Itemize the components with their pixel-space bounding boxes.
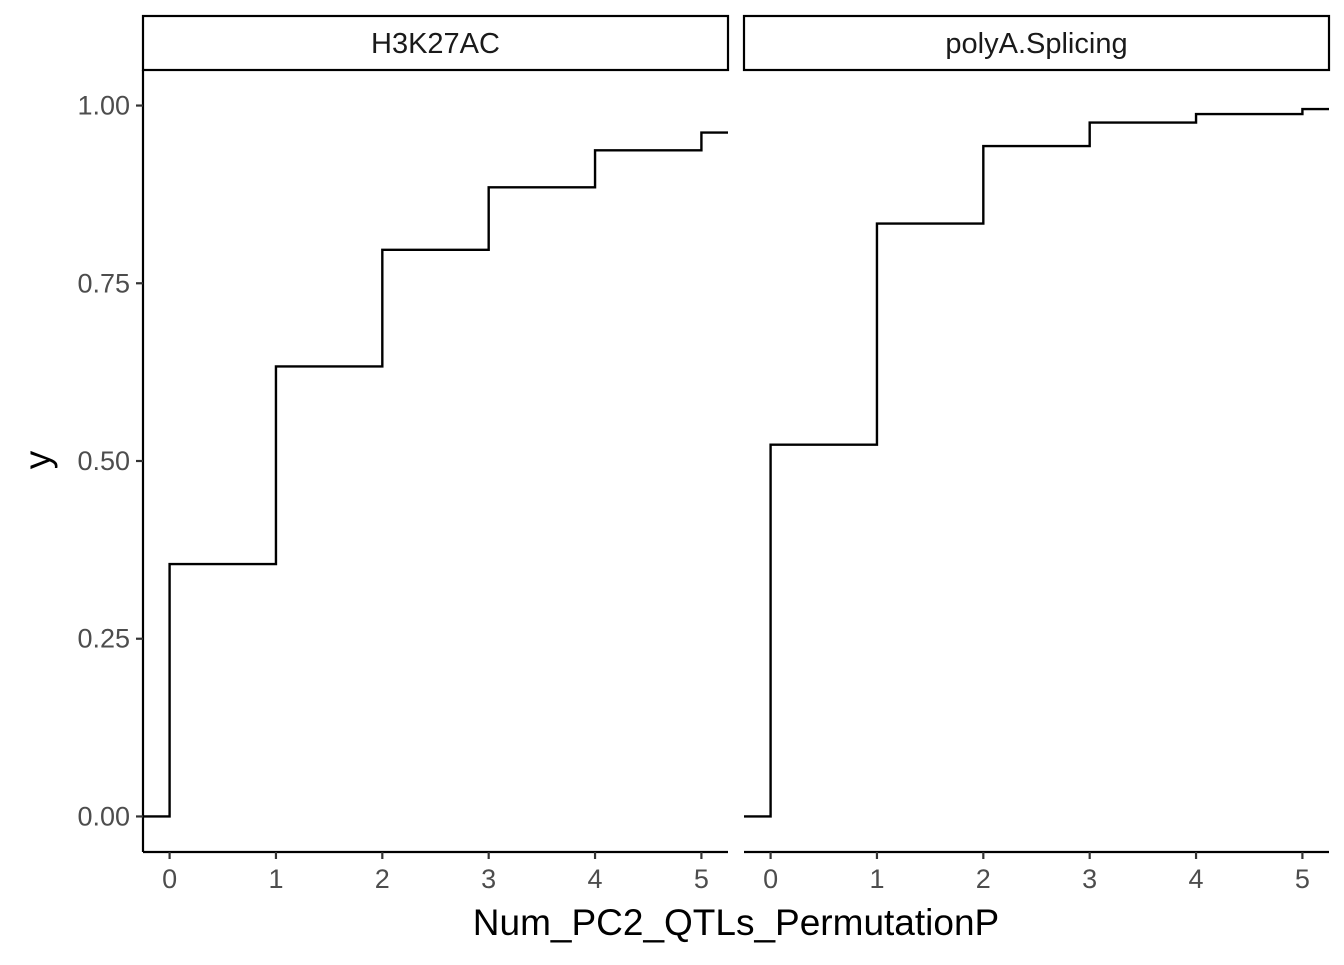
step-series-line <box>744 107 1329 818</box>
y-tick-label: 1.00 <box>77 91 130 121</box>
x-tick-label: 5 <box>694 864 709 894</box>
x-tick-label: 4 <box>1189 864 1204 894</box>
facet-panel-2: polyA.Splicing 0 1 2 3 4 5 <box>742 14 1331 894</box>
x-tick-label: 5 <box>1295 864 1310 894</box>
x-tick-label: 2 <box>976 864 991 894</box>
x-tick-label: 1 <box>268 864 283 894</box>
facet-strip <box>742 14 1331 72</box>
y-tick-label: 0.50 <box>77 446 130 476</box>
x-tick-label: 3 <box>1082 864 1097 894</box>
x-axis-title: Num_PC2_QTLs_PermutationP <box>473 902 999 943</box>
x-tick-label: 1 <box>869 864 884 894</box>
facet-panel-1: H3K27AC 0 1 2 3 4 5 <box>141 14 730 894</box>
facet-strip-label: H3K27AC <box>371 28 500 60</box>
facet-strip <box>141 14 730 72</box>
x-tick-label: 0 <box>763 864 778 894</box>
x-tick-label: 2 <box>375 864 390 894</box>
facet-strip-label: polyA.Splicing <box>945 28 1127 60</box>
facets-layer: H3K27AC 0 1 2 3 4 5 polyA.Splicing 0 1 2 3 4 5 <box>141 14 1331 894</box>
y-axis-title: y <box>17 450 58 469</box>
y-tick-label: 0.00 <box>77 801 130 831</box>
y-tick-label: 0.25 <box>77 624 130 654</box>
step-series-line <box>143 131 728 818</box>
y-axis: 0.00 0.25 0.50 0.75 1.00 <box>77 91 143 831</box>
x-tick-label: 4 <box>588 864 603 894</box>
x-tick-label: 3 <box>481 864 496 894</box>
y-tick-label: 0.75 <box>77 268 130 298</box>
x-tick-label: 0 <box>162 864 177 894</box>
